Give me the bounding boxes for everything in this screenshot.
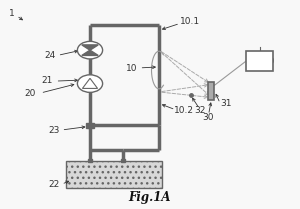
Bar [246,51,273,71]
Text: 10.1: 10.1 [180,17,200,27]
Text: 23: 23 [49,126,60,135]
Text: 10: 10 [126,64,138,74]
Bar [208,82,214,100]
Text: 30: 30 [203,112,214,122]
Text: 1: 1 [8,9,14,18]
Text: 31: 31 [220,99,232,108]
Bar [121,159,125,162]
Text: Fig.1A: Fig.1A [129,191,171,204]
Text: 21: 21 [41,76,52,85]
Polygon shape [82,50,98,55]
Text: 20: 20 [25,88,36,98]
Text: 32: 32 [194,106,205,115]
Polygon shape [82,45,98,50]
Polygon shape [82,78,98,88]
Circle shape [77,75,103,92]
Text: 40: 40 [264,57,275,66]
Bar [66,161,162,188]
Text: 24: 24 [44,51,56,60]
Bar [86,123,94,128]
Text: 10.2: 10.2 [174,106,194,115]
Text: 22: 22 [49,180,60,190]
Bar [88,159,92,162]
Circle shape [77,41,103,59]
